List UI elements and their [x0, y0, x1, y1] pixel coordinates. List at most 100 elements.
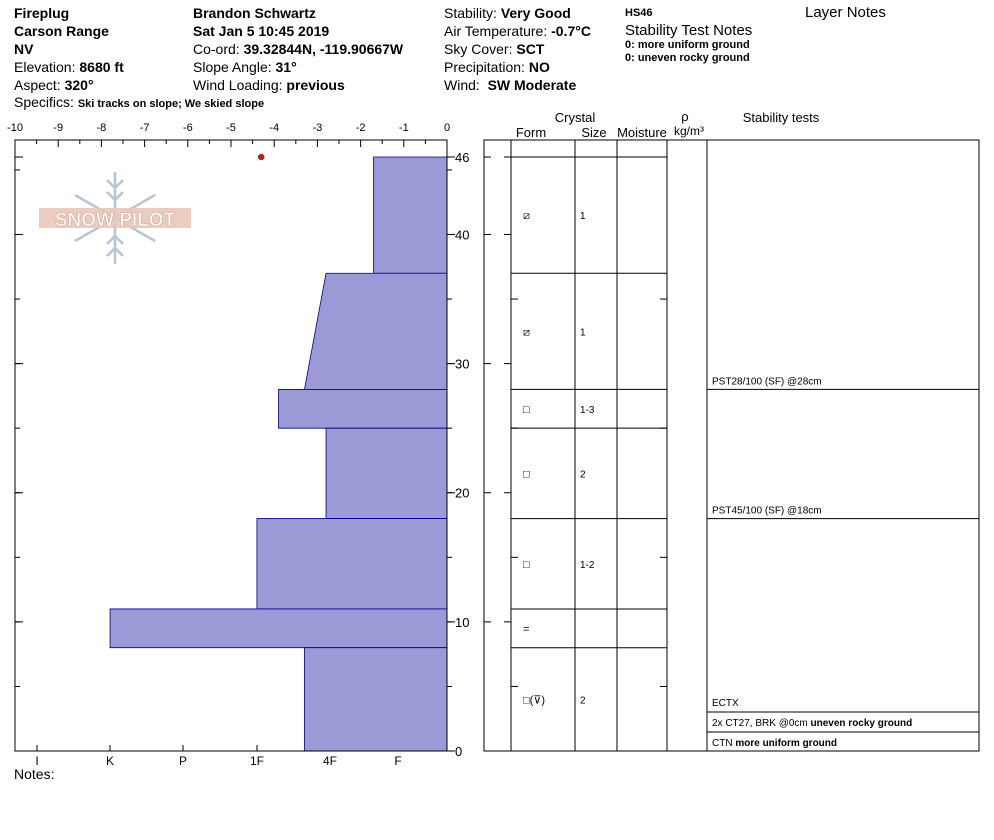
rho-header: ρ	[681, 109, 688, 124]
slope-label: Slope Angle:	[193, 59, 272, 75]
temp-tick-label: -1	[399, 122, 409, 134]
temp-tick-label: -9	[53, 122, 63, 134]
crystal-table: Crystal Form Size Moisture ρ kg/m³ Stabi…	[483, 109, 980, 752]
crystal-size-value: 1	[580, 327, 586, 338]
crystal-header: Crystal	[555, 110, 596, 125]
temp-tick-label: 0	[444, 122, 450, 134]
height-tick-label: 40	[455, 227, 469, 242]
height-tick-label: 30	[455, 357, 469, 372]
temp-tick-label: -2	[356, 122, 366, 134]
stability-test-rows: PST28/100 (SF) @28cm PST45/100 (SF) @18cm…	[707, 376, 979, 749]
crystal-size-value: 2	[580, 469, 586, 480]
svg-text:SNOW PILOT: SNOW PILOT	[55, 210, 176, 231]
stability-note-1: 0: more uniform ground	[625, 39, 750, 51]
observer-name: Brandon Schwartz	[193, 5, 316, 21]
state-name: NV	[14, 41, 34, 57]
temperature-points	[257, 153, 265, 161]
aspect-label: Aspect:	[14, 77, 61, 93]
crystal-form-symbol: =	[523, 623, 529, 635]
temperature-axis: -10 -9 -8 -7 -6 -5 -4 -3 -2 -1 0	[7, 122, 450, 147]
coord-label: Co-ord:	[193, 41, 240, 57]
hardness-tick-label: F	[394, 754, 401, 768]
size-header: Size	[581, 125, 606, 140]
layer-notes-title: Layer Notes	[805, 4, 886, 21]
wind-loading-value: previous	[286, 77, 345, 93]
snowpilot-logo: SNOW PILOT	[39, 172, 191, 264]
header-col3: Stability: Very Good Air Temperature: -0…	[444, 4, 591, 94]
air-temp-value: -0.7°C	[551, 23, 591, 39]
moisture-header: Moisture	[617, 125, 667, 140]
wind-label: Wind:	[444, 77, 480, 93]
stability-label: Stability:	[444, 5, 497, 21]
precip-value: NO	[528, 59, 550, 75]
hardness-bar-layer-6	[109, 608, 448, 649]
header-col4: HS46 Stability Test Notes 0: more unifor…	[625, 4, 752, 65]
stability-test-notes-title: Stability Test Notes	[625, 22, 753, 39]
temp-tick-label: -7	[140, 122, 150, 134]
crystal-size-value: 1-2	[580, 560, 595, 571]
hardness-tick-label: 1F	[250, 754, 264, 768]
hardness-bar-layer-2	[303, 272, 448, 390]
specifics-value: Ski tracks on slope; We skied slope	[77, 98, 265, 110]
hardness-axis: I K P 1F 4F F	[35, 745, 402, 768]
height-tick-label: 46	[455, 150, 469, 165]
height-tick-label: 10	[455, 615, 469, 630]
crystal-size-value: 1	[580, 211, 586, 222]
hardness-tick-label: K	[106, 754, 114, 768]
temp-tick-label: -6	[183, 122, 193, 134]
hs-value: HS46	[625, 7, 653, 19]
form-header: Form	[516, 125, 546, 140]
height-tick-label: 20	[455, 486, 469, 501]
notes-label: Notes:	[14, 766, 55, 782]
slope-value: 31°	[275, 59, 297, 75]
precip-label: Precipitation:	[444, 59, 525, 75]
height-axis: 46 40 30 20 10 0	[15, 150, 667, 759]
specifics-label: Specifics:	[14, 94, 74, 110]
hardness-bar-layer-7	[304, 647, 448, 752]
temp-tick-label: -5	[226, 122, 236, 134]
profile-frame	[14, 139, 448, 752]
stability-test-result: CTN more uniform ground	[712, 738, 837, 749]
temperature-point	[257, 153, 265, 161]
elevation-value: 8680 ft	[79, 59, 124, 75]
sky-label: Sky Cover:	[444, 41, 513, 57]
crystal-form-symbol: ⧄	[523, 326, 530, 338]
location-name: Fireplug	[14, 5, 70, 21]
hardness-bar-layer-3	[278, 389, 448, 429]
crystal-table-frame	[483, 139, 980, 752]
density-unit-header: kg/m³	[674, 124, 704, 138]
stability-tests-header: Stability tests	[743, 110, 820, 125]
hardness-bar-layer-5	[256, 518, 448, 610]
hardness-tick-label: 4F	[323, 754, 337, 768]
stability-test-note: more uniform ground	[733, 738, 837, 749]
crystal-form-symbol: □(⊽)	[523, 694, 545, 706]
crystal-form-symbol: □	[523, 559, 530, 571]
hardness-bars	[109, 156, 448, 752]
hardness-tick-label: P	[179, 754, 187, 768]
temp-tick-label: -3	[313, 122, 323, 134]
header-col2: Brandon Schwartz Sat Jan 5 10:45 2019 Co…	[193, 4, 403, 94]
temp-tick-label: -4	[269, 122, 279, 134]
observation-datetime: Sat Jan 5 10:45 2019	[193, 23, 330, 39]
crystal-form-symbol: ⧄	[523, 210, 530, 222]
stability-test-note: uneven rocky ground	[808, 718, 912, 729]
wind-value: SW Moderate	[487, 77, 577, 93]
wind-loading-label: Wind Loading:	[193, 77, 283, 93]
stability-value: Very Good	[500, 5, 571, 21]
crystal-form-symbol: □	[523, 404, 530, 416]
header-col1: Fireplug Carson Range NV Elevation: 8680…	[14, 4, 124, 94]
height-tick-label: 0	[455, 744, 462, 759]
range-name: Carson Range	[14, 23, 109, 39]
coord-value: 39.32844N, -119.90667W	[243, 41, 404, 57]
temp-tick-label: -10	[7, 122, 23, 134]
stability-test-result: PST28/100 (SF) @28cm	[712, 376, 822, 387]
crystal-form-symbol: □	[523, 468, 530, 480]
crystal-rows: ⧄ 1 ⧄ 1 □ 1-3 □ 2 □ 1-2 = □(⊽) 2	[511, 156, 667, 706]
air-temp-label: Air Temperature:	[444, 23, 548, 39]
stability-test-result: ECTX	[712, 698, 739, 709]
hardness-tick-label: I	[35, 754, 38, 768]
crystal-size-value: 1-3	[580, 405, 595, 416]
crystal-size-value: 2	[580, 695, 586, 706]
stability-note-2: 0: uneven rocky ground	[625, 52, 750, 64]
